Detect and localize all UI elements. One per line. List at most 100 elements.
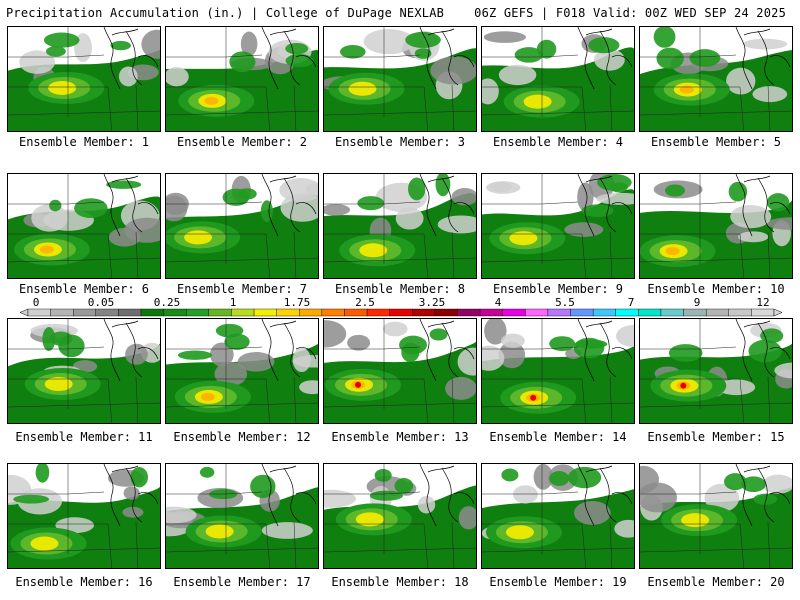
ensemble-member-label: Ensemble Member: 18 [331, 575, 469, 589]
colorbar-tick-label: 7 [627, 296, 635, 309]
precip-map-svg [166, 174, 318, 278]
colorbar-swatch [751, 308, 775, 317]
colorbar-tick-label: 4 [494, 296, 502, 309]
ensemble-member-label: Ensemble Member: 7 [176, 282, 308, 296]
precip-map-svg [482, 27, 634, 131]
ensemble-member-map [639, 463, 793, 569]
precip-map-svg [324, 464, 476, 568]
ensemble-member-label: Ensemble Member: 2 [176, 135, 308, 149]
colorbar-swatch [140, 308, 164, 317]
ensemble-member-map [323, 173, 477, 279]
precip-map-svg [8, 319, 160, 423]
colorbar-swatch [50, 308, 74, 317]
colorbar-swatch [389, 308, 413, 317]
colorbar-swatch [208, 308, 232, 317]
precip-map-svg [640, 27, 792, 131]
colorbar-swatch [434, 308, 458, 317]
ensemble-member-label: Ensemble Member: 15 [647, 430, 785, 444]
ensemble-member-map [323, 26, 477, 132]
colorbar-tick-label: 3.25 [418, 296, 446, 309]
colorbar-swatch [615, 308, 639, 317]
colorbar-tick-label: 1.75 [283, 296, 311, 309]
colorbar-swatch [366, 308, 390, 317]
ensemble-member-label: Ensemble Member: 9 [492, 282, 624, 296]
ensemble-member-map [7, 463, 161, 569]
colorbar-swatch [638, 308, 662, 317]
colorbar-swatch [95, 308, 119, 317]
precip-map-svg [324, 319, 476, 423]
ensemble-member-map [639, 173, 793, 279]
colorbar-swatch [570, 308, 594, 317]
ensemble-member-label: Ensemble Member: 13 [331, 430, 469, 444]
ensemble-member-label: Ensemble Member: 12 [173, 430, 311, 444]
colorbar-swatch [660, 308, 684, 317]
ensemble-member-map [165, 463, 319, 569]
colorbar-swatch [683, 308, 707, 317]
precip-map-svg [8, 464, 160, 568]
precip-colorbar: 0 0.05 0.25 1 1.75 2.5 3.25 4 5.5 7 9 12 [0, 296, 800, 320]
run-valid-time: 06Z GEFS | F018 Valid: 00Z WED SEP 24 20… [474, 6, 786, 20]
precip-map-svg [166, 27, 318, 131]
colorbar-swatch [547, 308, 571, 317]
colorbar-swatch [118, 308, 142, 317]
colorbar-swatch [186, 308, 210, 317]
colorbar-swatch [592, 308, 616, 317]
colorbar-swatch [502, 308, 526, 317]
colorbar-swatch [276, 308, 300, 317]
precip-map-svg [482, 174, 634, 278]
colorbar-swatch [705, 308, 729, 317]
ensemble-member-map [481, 26, 635, 132]
precip-map-svg [640, 319, 792, 423]
ensemble-member-label: Ensemble Member: 14 [489, 430, 627, 444]
colorbar-bar [19, 308, 783, 317]
ensemble-member-label: Ensemble Member: 6 [18, 282, 150, 296]
ensemble-member-map [323, 463, 477, 569]
colorbar-swatch [253, 308, 277, 317]
ensemble-member-label: Ensemble Member: 20 [647, 575, 785, 589]
ensemble-member-map [7, 318, 161, 424]
ensemble-member-label: Ensemble Member: 19 [489, 575, 627, 589]
ensemble-member-label: Ensemble Member: 8 [334, 282, 466, 296]
precip-map-svg [324, 174, 476, 278]
precip-map-svg [324, 27, 476, 131]
ensemble-member-label: Ensemble Member: 17 [173, 575, 311, 589]
ensemble-member-map [165, 173, 319, 279]
colorbar-swatch [412, 308, 436, 317]
precip-map-svg [482, 464, 634, 568]
ensemble-member-label: Ensemble Member: 5 [650, 135, 782, 149]
ensemble-member-label: Ensemble Member: 11 [15, 430, 153, 444]
colorbar-swatch [27, 308, 51, 317]
ensemble-member-map [165, 318, 319, 424]
ensemble-member-map [481, 318, 635, 424]
colorbar-swatch [479, 308, 503, 317]
ensemble-member-label: Ensemble Member: 4 [492, 135, 624, 149]
colorbar-swatch [457, 308, 481, 317]
colorbar-tick-label: 0 [32, 296, 40, 309]
colorbar-tick-label: 12 [756, 296, 770, 309]
colorbar-swatch [231, 308, 255, 317]
colorbar-tick-label: 9 [693, 296, 701, 309]
colorbar-swatch [728, 308, 752, 317]
precip-map-svg [640, 464, 792, 568]
colorbar-swatch [321, 308, 345, 317]
colorbar-tick-label: 0.05 [87, 296, 115, 309]
precip-map-svg [166, 464, 318, 568]
ensemble-member-map [639, 318, 793, 424]
ensemble-member-map [7, 26, 161, 132]
colorbar-tick-label: 2.5 [355, 296, 375, 309]
colorbar-swatch [299, 308, 323, 317]
ensemble-member-map [165, 26, 319, 132]
ensemble-member-map [639, 26, 793, 132]
precip-map-svg [166, 319, 318, 423]
precip-map-svg [640, 174, 792, 278]
colorbar-swatch [525, 308, 549, 317]
colorbar-swatch [163, 308, 187, 317]
ensemble-member-map [481, 173, 635, 279]
precip-map-svg [8, 27, 160, 131]
ensemble-member-label: Ensemble Member: 10 [647, 282, 785, 296]
colorbar-swatch [344, 308, 368, 317]
colorbar-swatch [73, 308, 97, 317]
ensemble-member-label: Ensemble Member: 3 [334, 135, 466, 149]
precip-map-svg [8, 174, 160, 278]
